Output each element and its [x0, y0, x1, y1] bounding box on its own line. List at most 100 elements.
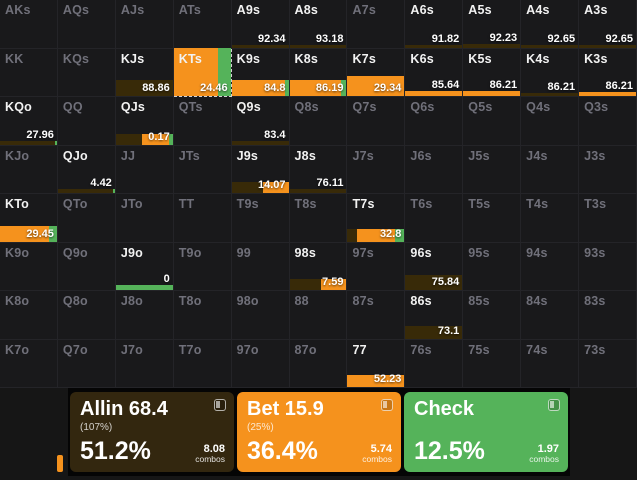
hand-cell-97s[interactable]: 97s: [347, 242, 406, 291]
hand-cell-JTo[interactable]: JTo: [115, 194, 174, 243]
hand-cell-KTo[interactable]: KTo 29.45: [0, 194, 58, 243]
action-card-bet[interactable]: Bet 15.9 (25%) 36.4% 5.74 combos: [237, 392, 401, 472]
hand-cell-K9o[interactable]: K9o: [0, 242, 58, 291]
hand-cell-J4s[interactable]: J4s: [521, 145, 580, 194]
hand-cell-JTs[interactable]: JTs: [173, 145, 232, 194]
hand-cell-T9s[interactable]: T9s: [231, 194, 290, 243]
hand-cell-Q5s[interactable]: Q5s: [463, 97, 522, 146]
hand-label: T3s: [584, 197, 607, 211]
hand-cell-T3s[interactable]: T3s: [579, 194, 637, 243]
hand-cell-J3s[interactable]: J3s: [579, 145, 637, 194]
hand-cell-ATs[interactable]: ATs: [173, 0, 232, 49]
hand-cell-JJ[interactable]: JJ: [115, 145, 174, 194]
hand-cell-KJo[interactable]: KJo: [0, 145, 58, 194]
hand-cell-QQ[interactable]: QQ: [57, 97, 116, 146]
hand-cell-QJs[interactable]: QJs 0.17: [115, 97, 174, 146]
hand-cell-QJo[interactable]: QJo 4.42: [57, 145, 116, 194]
hand-cell-94s[interactable]: 94s: [521, 242, 580, 291]
hand-cell-K9s[interactable]: K9s 84.8: [231, 48, 290, 97]
hand-cell-87s[interactable]: 87s: [347, 291, 406, 340]
hand-cell-T5s[interactable]: T5s: [463, 194, 522, 243]
hand-cell-Q8s[interactable]: Q8s: [289, 97, 348, 146]
hand-cell-95s[interactable]: 95s: [463, 242, 522, 291]
hand-label: J9o: [120, 245, 143, 260]
hand-cell-76s[interactable]: 76s: [405, 339, 464, 388]
hand-cell-A8s[interactable]: A8s 93.18: [289, 0, 348, 49]
hand-cell-T6s[interactable]: T6s: [405, 194, 464, 243]
hand-cell-98o[interactable]: 98o: [231, 291, 290, 340]
hand-cell-77[interactable]: 77 52.23: [347, 339, 406, 388]
hand-cell-Q4s[interactable]: Q4s: [521, 97, 580, 146]
hand-cell-Q7o[interactable]: Q7o: [57, 339, 116, 388]
hand-cell-83s[interactable]: 83s: [579, 291, 637, 340]
hand-cell-A3s[interactable]: A3s 92.65: [579, 0, 637, 49]
action-card-check[interactable]: Check 12.5% 1.97 combos: [404, 392, 568, 472]
hand-cell-J9s[interactable]: J9s 14.07: [231, 145, 290, 194]
hand-cell-J7o[interactable]: J7o: [115, 339, 174, 388]
hand-cell-87o[interactable]: 87o: [289, 339, 348, 388]
hand-cell-J7s[interactable]: J7s: [347, 145, 406, 194]
hand-cell-A9s[interactable]: A9s 92.34: [231, 0, 290, 49]
hand-cell-T7o[interactable]: T7o: [173, 339, 232, 388]
hand-label: QTs: [178, 100, 203, 114]
hand-cell-T4s[interactable]: T4s: [521, 194, 580, 243]
hand-cell-KK[interactable]: KK: [0, 48, 58, 97]
hand-cell-A7s[interactable]: A7s: [347, 0, 406, 49]
hand-cell-QTo[interactable]: QTo: [57, 194, 116, 243]
hand-cell-75s[interactable]: 75s: [463, 339, 522, 388]
hand-cell-K5s[interactable]: K5s 86.21: [463, 48, 522, 97]
hand-cell-KTs[interactable]: KTs 24.46: [173, 48, 232, 97]
hand-cell-KJs[interactable]: KJs 88.86: [115, 48, 174, 97]
frequency-bar: [0, 140, 57, 145]
expand-icon[interactable]: [214, 399, 226, 411]
hand-cell-84s[interactable]: 84s: [521, 291, 580, 340]
hand-cell-K7s[interactable]: K7s 29.34: [347, 48, 406, 97]
hand-cell-KQo[interactable]: KQo 27.96: [0, 97, 58, 146]
expand-icon[interactable]: [548, 399, 560, 411]
hand-cell-J6s[interactable]: J6s: [405, 145, 464, 194]
hand-cell-K7o[interactable]: K7o: [0, 339, 58, 388]
hand-cell-K8o[interactable]: K8o: [0, 291, 58, 340]
hand-cell-A4s[interactable]: A4s 92.65: [521, 0, 580, 49]
hand-cell-Q9s[interactable]: Q9s 83.4: [231, 97, 290, 146]
hand-label: Q5s: [468, 100, 493, 114]
hand-cell-J8s[interactable]: J8s 76.11: [289, 145, 348, 194]
hand-cell-Q6s[interactable]: Q6s: [405, 97, 464, 146]
action-card-allin[interactable]: Allin 68.4 (107%) 51.2% 8.08 combos: [70, 392, 234, 472]
hand-cell-K6s[interactable]: K6s 85.64: [405, 48, 464, 97]
hand-cell-TT[interactable]: TT: [173, 194, 232, 243]
hand-cell-73s[interactable]: 73s: [579, 339, 637, 388]
hand-cell-AQs[interactable]: AQs: [57, 0, 116, 49]
hand-cell-93s[interactable]: 93s: [579, 242, 637, 291]
hand-cell-J5s[interactable]: J5s: [463, 145, 522, 194]
hand-cell-A5s[interactable]: A5s 92.23: [463, 0, 522, 49]
hand-cell-KQs[interactable]: KQs: [57, 48, 116, 97]
hand-cell-88[interactable]: 88: [289, 291, 348, 340]
hand-cell-A6s[interactable]: A6s 91.82: [405, 0, 464, 49]
hand-cell-K8s[interactable]: K8s 86.19: [289, 48, 348, 97]
hand-cell-K3s[interactable]: K3s 86.21: [579, 48, 637, 97]
hand-cell-85s[interactable]: 85s: [463, 291, 522, 340]
hand-cell-AKs[interactable]: AKs: [0, 0, 58, 49]
hand-cell-99[interactable]: 99: [231, 242, 290, 291]
expand-icon[interactable]: [381, 399, 393, 411]
hand-cell-98s[interactable]: 98s 7.59: [289, 242, 348, 291]
hand-cell-Q7s[interactable]: Q7s: [347, 97, 406, 146]
hand-cell-J8o[interactable]: J8o: [115, 291, 174, 340]
hand-cell-Q3s[interactable]: Q3s: [579, 97, 637, 146]
hand-cell-Q8o[interactable]: Q8o: [57, 291, 116, 340]
hand-cell-Q9o[interactable]: Q9o: [57, 242, 116, 291]
hand-cell-97o[interactable]: 97o: [231, 339, 290, 388]
hand-cell-T8o[interactable]: T8o: [173, 291, 232, 340]
hand-cell-K4s[interactable]: K4s 86.21: [521, 48, 580, 97]
frequency-bar: [289, 279, 347, 290]
hand-cell-T7s[interactable]: T7s 32.8: [347, 194, 406, 243]
hand-cell-QTs[interactable]: QTs: [173, 97, 232, 146]
hand-cell-T9o[interactable]: T9o: [173, 242, 232, 291]
hand-cell-96s[interactable]: 96s 75.84: [405, 242, 464, 291]
hand-cell-74s[interactable]: 74s: [521, 339, 580, 388]
hand-cell-AJs[interactable]: AJs: [115, 0, 174, 49]
hand-cell-J9o[interactable]: J9o 0: [115, 242, 174, 291]
hand-cell-T8s[interactable]: T8s: [289, 194, 348, 243]
hand-cell-86s[interactable]: 86s 73.1: [405, 291, 464, 340]
